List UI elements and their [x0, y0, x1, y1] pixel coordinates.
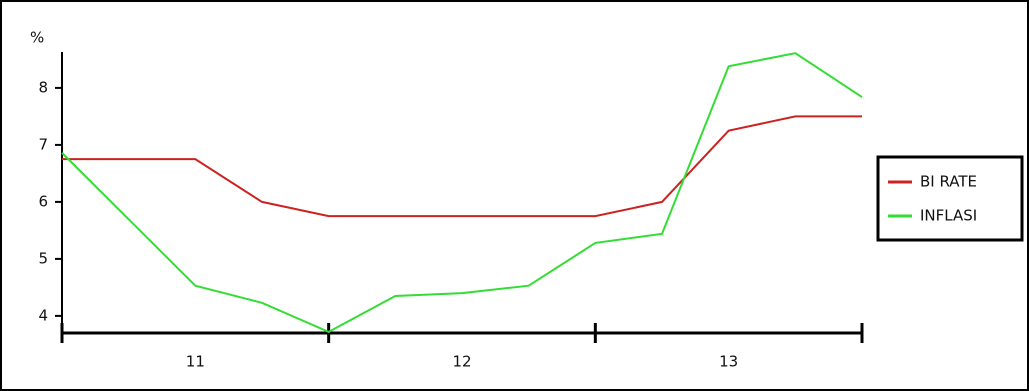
y-tick-label: 8	[38, 78, 48, 96]
legend-box	[876, 155, 1024, 242]
y-tick-label: 6	[38, 192, 48, 210]
y-axis-label: %	[30, 29, 44, 47]
x-group-label: 11	[186, 353, 205, 371]
legend-label: BI RATE	[920, 173, 977, 191]
series-line	[61, 52, 863, 333]
y-tick-label: 7	[38, 135, 48, 153]
legend-label: INFLASI	[920, 207, 977, 225]
y-tick-label: 5	[38, 249, 48, 267]
x-group-label: 12	[452, 353, 471, 371]
y-tick-label: 4	[38, 306, 48, 324]
x-group-label: 13	[719, 353, 738, 371]
series-line	[62, 115, 862, 218]
